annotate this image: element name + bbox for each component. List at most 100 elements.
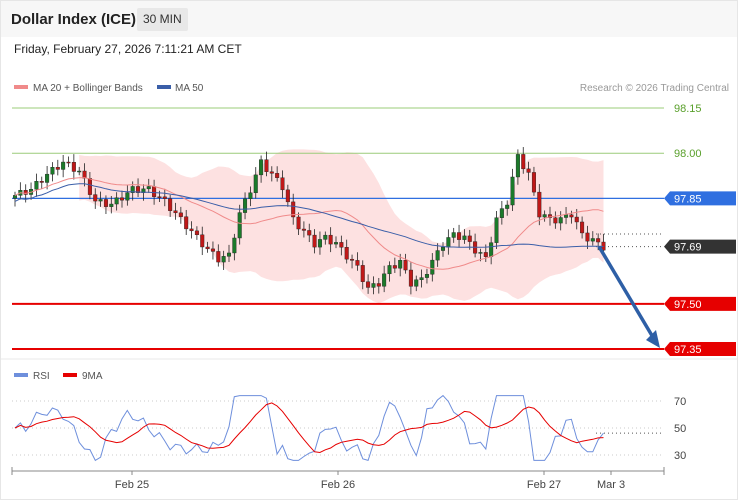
- level-label-5: 97.35: [674, 344, 702, 356]
- legend-rsi: RSI: [33, 371, 50, 382]
- candle-body: [387, 265, 392, 275]
- candle-body: [61, 161, 66, 170]
- instrument-title: Dollar Index (ICE): [11, 11, 137, 28]
- candle-body: [355, 260, 360, 266]
- candle-body: [339, 242, 344, 248]
- candle-body: [87, 178, 92, 195]
- rsi-tick-50: 50: [674, 423, 686, 435]
- candle-body: [564, 214, 569, 218]
- candle-body: [510, 176, 515, 206]
- x-tick-label-0: Feb 25: [115, 479, 149, 491]
- candle-body: [162, 196, 167, 199]
- candle-body: [66, 161, 71, 164]
- candle-body: [515, 154, 520, 178]
- candle-body: [323, 234, 328, 240]
- candle-body: [232, 237, 237, 254]
- candle-body: [382, 273, 387, 287]
- candle-body: [435, 250, 440, 261]
- level-tag-3: [664, 239, 736, 254]
- timestamp: Friday, February 27, 2026 7:11:21 AM CET: [14, 42, 242, 56]
- candle-body: [269, 171, 274, 174]
- rsi-9ma-line: [14, 402, 604, 454]
- rsi-tick-30: 30: [674, 450, 686, 462]
- legend-ma50: MA 50: [175, 83, 204, 94]
- chart-header: Dollar Index (ICE) 30 MIN: [1, 1, 737, 37]
- timeframe-badge[interactable]: 30 MIN: [137, 8, 188, 31]
- candle-body: [478, 252, 483, 254]
- price-legend: MA 20 + Bollinger Bands MA 50 Research ©…: [14, 83, 729, 94]
- candle-body: [259, 159, 264, 176]
- level-tag-2: [664, 191, 736, 206]
- candle-body: [307, 230, 312, 236]
- candle-body: [93, 194, 98, 202]
- candle-body: [505, 204, 510, 209]
- candle-body: [462, 235, 467, 240]
- candle-body: [553, 217, 558, 224]
- level-label-0: 98.15: [674, 103, 702, 115]
- candle-body: [168, 198, 173, 211]
- candle-body: [98, 199, 103, 202]
- candle-body: [360, 265, 365, 282]
- candle-body: [296, 216, 301, 230]
- projection-arrowhead: [646, 330, 660, 348]
- rsi-line: [14, 394, 604, 462]
- ma50-line: [14, 183, 604, 248]
- candle-body: [430, 259, 435, 275]
- candle-body: [291, 201, 296, 218]
- candle-body: [376, 283, 381, 287]
- x-tick-label-3: Mar 3: [597, 479, 625, 491]
- candle-body: [446, 237, 451, 248]
- candle-body: [580, 221, 585, 234]
- level-label-1: 98.00: [674, 148, 702, 160]
- rsi-grid: 70 50 30: [12, 396, 686, 462]
- candle-body: [130, 186, 135, 193]
- candle-body: [71, 162, 76, 172]
- bollinger-band-fill: [79, 149, 604, 304]
- candle-body: [542, 214, 547, 218]
- candle-body: [317, 239, 322, 248]
- level-tag-4: [664, 296, 736, 311]
- candle-body: [243, 198, 248, 213]
- candle-body: [419, 277, 424, 280]
- candle-body: [184, 216, 189, 230]
- legend-swatch-ma50: [157, 85, 171, 89]
- candle-body: [467, 235, 472, 242]
- candle-body: [424, 274, 429, 278]
- candle-body: [50, 167, 55, 175]
- candle-body: [221, 256, 226, 263]
- candle-body: [280, 177, 285, 191]
- candle-body: [103, 199, 108, 207]
- bollinger-band: [79, 149, 604, 304]
- candle-body: [248, 192, 253, 199]
- candle-body: [210, 248, 215, 252]
- ma20-line: [14, 177, 604, 270]
- level-label-3: 97.69: [674, 242, 702, 254]
- level-tag-5: [664, 342, 736, 356]
- candle-body: [569, 214, 574, 218]
- candle-body: [328, 234, 333, 245]
- candle-body: [173, 210, 178, 214]
- legend-9ma: 9MA: [82, 371, 103, 382]
- candle-body: [398, 260, 403, 269]
- candle-body: [178, 212, 183, 217]
- level-tags: 98.15 98.00 97.85 97.69 97.50 97.35: [664, 103, 736, 356]
- rsi-legend: RSI 9MA: [14, 371, 103, 382]
- candle-body: [344, 247, 349, 260]
- candle-body: [205, 246, 210, 250]
- candle-body: [194, 230, 199, 236]
- legend-ma20: MA 20 + Bollinger Bands: [33, 83, 143, 94]
- candle-body: [558, 217, 563, 224]
- candle-body: [408, 269, 413, 287]
- candle-body: [334, 242, 339, 245]
- candle-body: [537, 191, 542, 218]
- candle-body: [119, 197, 124, 201]
- candle-body: [200, 234, 205, 248]
- candle-body: [451, 232, 456, 238]
- candle-body: [157, 196, 162, 198]
- candle-body: [499, 208, 504, 218]
- candle-body: [590, 238, 595, 242]
- level-label-4: 97.50: [674, 299, 702, 311]
- legend-swatch-9ma: [63, 373, 77, 377]
- candle-body: [366, 281, 371, 288]
- candle-body: [226, 252, 231, 257]
